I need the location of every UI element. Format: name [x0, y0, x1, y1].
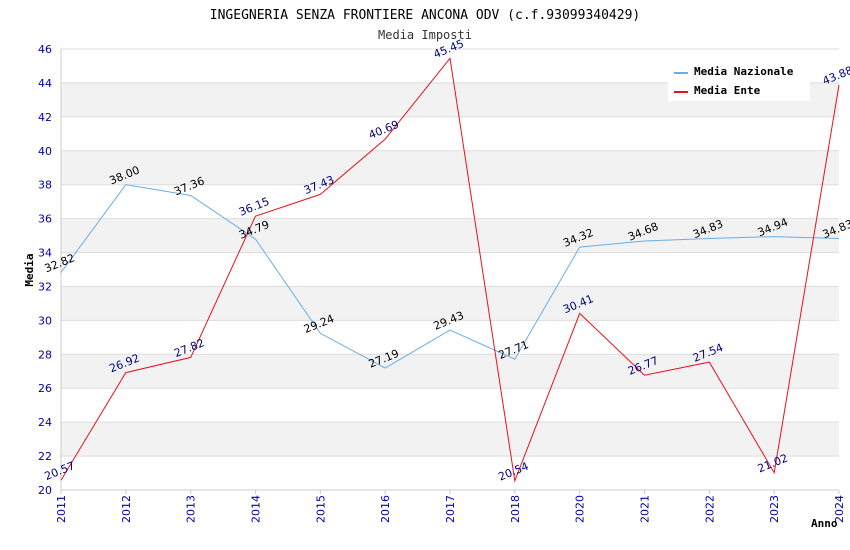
y-tick-label: 22 — [38, 450, 52, 463]
axes — [60, 49, 840, 494]
data-label: 20.54 — [496, 460, 530, 484]
x-tick-label: 2014 — [250, 495, 263, 523]
y-tick-label: 44 — [38, 77, 52, 90]
grid-band — [61, 354, 839, 389]
x-tick-label: 2023 — [768, 495, 781, 523]
data-label: 36.15 — [237, 195, 271, 219]
x-tick-label: 2013 — [185, 495, 198, 523]
x-tick-label: 2015 — [314, 495, 327, 523]
x-axis-title: Anno — [811, 517, 838, 530]
y-tick-label: 38 — [38, 179, 52, 192]
grid-bands — [61, 82, 839, 457]
x-tick-label: 2017 — [444, 495, 457, 523]
x-tick-label: 2020 — [574, 495, 587, 523]
x-tick-label: 2011 — [55, 495, 68, 523]
y-tick-label: 36 — [38, 213, 52, 226]
x-tick-labels: 2011 2012 2013 2014 2015 2016 2017 2018 2020 2021… — [55, 495, 846, 523]
chart-title: INGEGNERIA SENZA FRONTIERE ANCONA ODV (c… — [210, 8, 640, 23]
x-tick-label: 2024 — [833, 495, 846, 523]
series-line-media-nazionale — [60, 184, 840, 369]
y-tick-label: 30 — [38, 314, 52, 327]
x-tick-label: 2021 — [639, 495, 652, 523]
x-tick-label: 2012 — [120, 495, 133, 523]
x-tick-label: 2022 — [703, 495, 716, 523]
y-tick-label: 24 — [38, 416, 52, 429]
y-axis-title: Media — [23, 253, 36, 286]
legend: Media Nazionale Media Ente — [668, 59, 810, 101]
y-tick-label: 46 — [38, 43, 52, 56]
y-tick-label: 42 — [38, 111, 52, 124]
y-tick-label: 28 — [38, 348, 52, 361]
legend-label-media-ente: Media Ente — [694, 84, 761, 97]
data-label: 40.69 — [367, 118, 401, 142]
y-tick-label: 32 — [38, 280, 52, 293]
y-tick-label: 40 — [38, 145, 52, 158]
y-tick-label: 20 — [38, 484, 52, 497]
legend-label-media-nazionale: Media Nazionale — [694, 65, 794, 78]
grid-band — [61, 150, 839, 185]
chart-subtitle: Media Imposti — [378, 28, 472, 42]
legend-box — [668, 59, 810, 101]
y-tick-label: 26 — [38, 382, 52, 395]
grid-band — [61, 422, 839, 457]
series-lines — [60, 57, 840, 483]
x-tick-label: 2018 — [509, 495, 522, 523]
series-line-media-ente — [60, 57, 840, 483]
y-tick-labels: 20 22 24 26 28 30 32 34 36 38 40 42 44 46 — [38, 43, 52, 497]
grid-band — [61, 286, 839, 321]
x-tick-label: 2016 — [379, 495, 392, 523]
grid-band — [61, 218, 839, 253]
y-tick-label: 34 — [38, 247, 52, 260]
